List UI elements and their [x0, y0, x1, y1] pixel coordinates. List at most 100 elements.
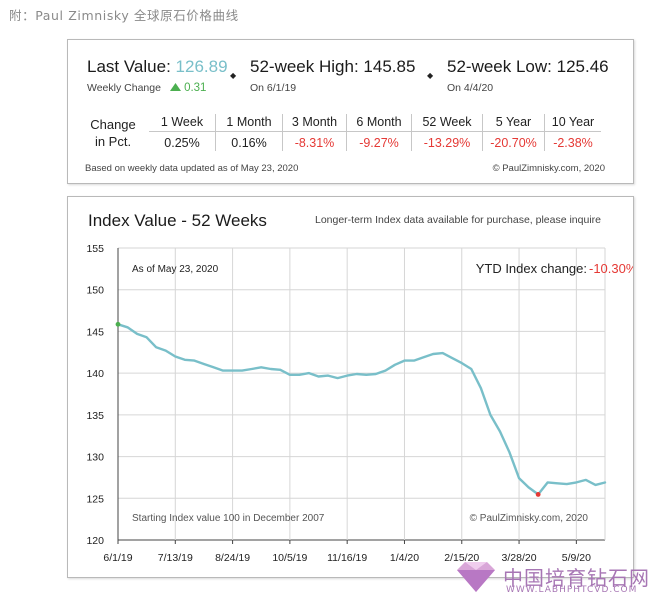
high-label: 52-week High:: [250, 57, 359, 76]
period-header-row: 1 Week 1 Month 3 Month 6 Month 52 Week 5…: [149, 114, 601, 132]
change-value: -2.38%: [544, 131, 601, 151]
data-point: [327, 374, 329, 377]
x-tick-label: 2/15/20: [444, 552, 479, 564]
chart-grid: [117, 247, 606, 544]
change-value: -20.70%: [482, 131, 545, 151]
triangle-up-icon: [169, 83, 181, 91]
data-point: [403, 359, 406, 362]
ytd-label: YTD Index change:: [476, 261, 587, 276]
high-date: On 6/1/19: [250, 82, 297, 94]
ytd-value: -10.30%: [589, 261, 633, 276]
change-label-line1: Change: [90, 117, 136, 132]
purchase-note: Longer-term Index data available for pur…: [314, 214, 601, 226]
data-point: [585, 479, 587, 481]
x-axis-ticks: 6/1/19 7/13/19 8/24/19 10/5/19 11/16/19 1/4/2…: [103, 552, 591, 564]
period-header: 10 Year: [544, 114, 601, 132]
start-point-marker: [115, 321, 121, 327]
data-point: [298, 373, 301, 376]
summary-copyright: © PaulZimnisky.com, 2020: [492, 163, 605, 174]
x-tick-label: 1/4/20: [390, 552, 419, 564]
change-value: -13.29%: [411, 131, 483, 151]
last-value-label: Last Value:: [87, 57, 171, 76]
data-point: [394, 363, 396, 366]
index-line-chart: 120 125 130 135 140 145 150 155 6/1/19 7/13/19 8/…: [86, 243, 633, 564]
change-value: -9.27%: [346, 131, 412, 151]
period-header: 3 Month: [282, 114, 347, 132]
low-value: 52-week Low: 125.46: [447, 57, 609, 77]
high-number: 145.85: [363, 57, 416, 76]
data-point: [250, 368, 253, 370]
data-point: [365, 373, 368, 376]
data-point: [203, 363, 205, 365]
change-pct-table: 1 Week 1 Month 3 Month 6 Month 52 Week 5…: [149, 114, 601, 151]
low-label: 52-week Low:: [447, 57, 552, 76]
change-value: -8.31%: [282, 131, 347, 151]
change-value: 0.16%: [215, 131, 283, 151]
y-tick-label: 145: [86, 326, 104, 338]
data-point: [336, 377, 339, 380]
data-point: [451, 357, 454, 360]
data-point: [556, 482, 559, 485]
weekly-change-value: 0.31: [169, 82, 207, 94]
page-caption: 附：Paul Zimnisky 全球原石价格曲线: [9, 8, 239, 23]
index-series: [115, 321, 607, 497]
data-point: [145, 336, 148, 339]
period-header: 1 Month: [215, 114, 283, 132]
change-label-line2: in Pct.: [94, 134, 132, 149]
watermark-logo-text: 中国培育钻石网: [503, 566, 650, 590]
data-point: [155, 346, 158, 349]
last-value: Last Value: 126.89: [87, 57, 228, 77]
data-point: [222, 369, 224, 372]
data-point: [126, 326, 129, 329]
data-point: [384, 369, 387, 372]
period-header: 52 Week: [411, 114, 483, 132]
y-tick-label: 125: [86, 493, 104, 505]
weekly-change: Weekly Change 0.31: [87, 82, 206, 94]
data-point: [422, 356, 425, 359]
data-point: [546, 481, 549, 484]
data-point: [269, 368, 272, 370]
y-tick-label: 140: [86, 368, 104, 380]
y-axis-ticks: 120 125 130 135 140 145 150 155: [86, 243, 104, 547]
y-tick-label: 135: [86, 410, 104, 422]
data-point: [346, 374, 349, 377]
low-date: On 4/4/20: [447, 82, 494, 94]
x-tick-label: 5/9/20: [562, 552, 591, 564]
x-tick-label: 7/13/19: [158, 552, 193, 564]
y-tick-label: 130: [86, 452, 104, 464]
weekly-change-number: 0.31: [184, 82, 207, 94]
data-point: [288, 373, 291, 376]
data-point: [374, 373, 377, 375]
data-point: [527, 486, 530, 489]
x-tick-label: 11/16/19: [327, 552, 367, 564]
starting-index-note: Starting Index value 100 in December 200…: [132, 513, 325, 524]
data-point: [594, 484, 597, 486]
period-header: 6 Month: [346, 114, 412, 132]
x-tick-label: 10/5/19: [272, 552, 307, 564]
data-point: [279, 368, 282, 371]
low-point-marker: [535, 492, 541, 497]
data-point: [413, 359, 415, 362]
data-point: [518, 477, 520, 480]
change-value-row: 0.25% 0.16% -8.31% -9.27% -13.29% -20.70…: [149, 131, 601, 151]
diamond-logo-icon: [457, 562, 495, 592]
data-point: [508, 451, 511, 454]
data-point: [441, 352, 444, 355]
data-point: [355, 373, 358, 375]
x-tick-label: 8/24/19: [215, 552, 250, 564]
data-point: [164, 349, 167, 352]
data-point: [575, 481, 578, 484]
change-pct-label: Change in Pct.: [82, 116, 144, 150]
data-point: [479, 387, 482, 390]
data-point: [212, 366, 215, 369]
weekly-change-label: Weekly Change: [87, 82, 161, 94]
data-point: [432, 353, 435, 355]
index-series-line: [116, 323, 607, 496]
watermark-url: WWW.LABHPHTCVD.COM: [506, 585, 638, 595]
x-tick-label: 3/28/20: [502, 552, 537, 564]
data-point: [308, 372, 310, 375]
y-tick-label: 150: [86, 285, 104, 297]
separator-diamond-icon: ◆: [230, 71, 237, 80]
x-tick-label: 6/1/19: [103, 552, 132, 564]
data-point: [136, 333, 138, 335]
